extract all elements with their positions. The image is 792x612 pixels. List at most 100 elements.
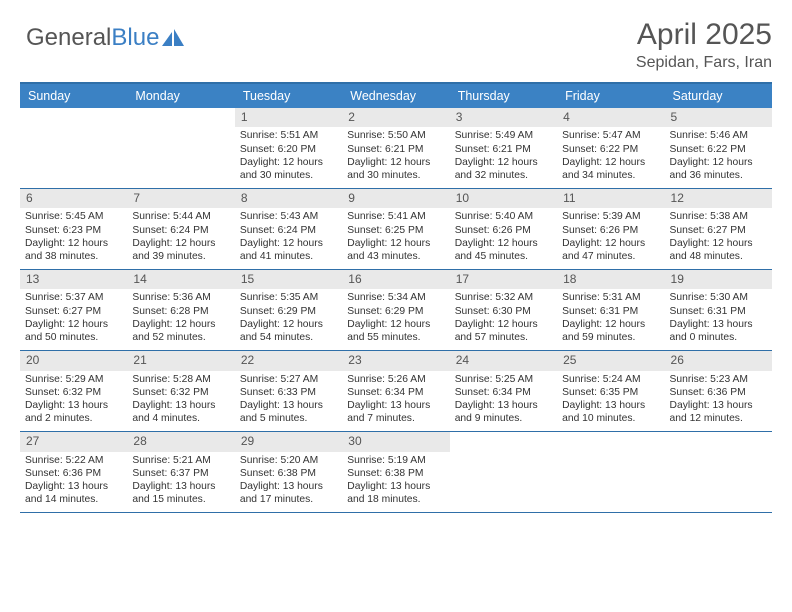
day-body: Sunrise: 5:40 AMSunset: 6:26 PMDaylight:… (450, 210, 557, 269)
day-number: 2 (342, 108, 449, 127)
sunset-line: Sunset: 6:22 PM (562, 143, 659, 156)
day-number: 14 (127, 270, 234, 289)
day-body: Sunrise: 5:21 AMSunset: 6:37 PMDaylight:… (127, 454, 234, 513)
sunset-line: Sunset: 6:34 PM (455, 386, 552, 399)
sunrise-line: Sunrise: 5:28 AM (132, 373, 229, 386)
sunset-line: Sunset: 6:36 PM (25, 467, 122, 480)
day-body: Sunrise: 5:25 AMSunset: 6:34 PMDaylight:… (450, 373, 557, 432)
day-cell: 7Sunrise: 5:44 AMSunset: 6:24 PMDaylight… (127, 189, 234, 269)
day-number: 19 (665, 270, 772, 289)
day-number: 21 (127, 351, 234, 370)
day-header: Sunday (20, 84, 127, 108)
sunrise-line: Sunrise: 5:39 AM (562, 210, 659, 223)
day-body: Sunrise: 5:31 AMSunset: 6:31 PMDaylight:… (557, 291, 664, 350)
daylight-line: Daylight: 12 hours and 55 minutes. (347, 318, 444, 344)
day-number: 26 (665, 351, 772, 370)
day-body: Sunrise: 5:22 AMSunset: 6:36 PMDaylight:… (20, 454, 127, 513)
day-cell: 3Sunrise: 5:49 AMSunset: 6:21 PMDaylight… (450, 108, 557, 188)
sunrise-line: Sunrise: 5:49 AM (455, 129, 552, 142)
daylight-line: Daylight: 13 hours and 9 minutes. (455, 399, 552, 425)
sunrise-line: Sunrise: 5:29 AM (25, 373, 122, 386)
day-cell: 11 Sunrise: 5:39 AMSunset: 6:26 PMDayligh… (557, 189, 664, 269)
sunset-line: Sunset: 6:28 PM (132, 305, 229, 318)
day-number: 16 (342, 270, 449, 289)
day-cell: 26Sunrise: 5:23 AMSunset: 6:36 PMDayligh… (665, 351, 772, 431)
sunrise-line: Sunrise: 5:35 AM (240, 291, 337, 304)
day-number: 25 (557, 351, 664, 370)
day-header: Wednesday (342, 84, 449, 108)
sunset-line: Sunset: 6:23 PM (25, 224, 122, 237)
day-cell (665, 432, 772, 512)
day-cell: 29Sunrise: 5:20 AMSunset: 6:38 PMDayligh… (235, 432, 342, 512)
day-body: Sunrise: 5:46 AMSunset: 6:22 PMDaylight:… (665, 129, 772, 188)
day-body: Sunrise: 5:47 AMSunset: 6:22 PMDaylight:… (557, 129, 664, 188)
logo-text-2: Blue (111, 24, 159, 52)
day-cell: 19Sunrise: 5:30 AMSunset: 6:31 PMDayligh… (665, 270, 772, 350)
week-row: 20Sunrise: 5:29 AMSunset: 6:32 PMDayligh… (20, 351, 772, 432)
day-body: Sunrise: 5:50 AMSunset: 6:21 PMDaylight:… (342, 129, 449, 188)
daylight-line: Daylight: 13 hours and 7 minutes. (347, 399, 444, 425)
day-body: Sunrise: 5:35 AMSunset: 6:29 PMDaylight:… (235, 291, 342, 350)
sunset-line: Sunset: 6:38 PM (240, 467, 337, 480)
day-cell: 27Sunrise: 5:22 AMSunset: 6:36 PMDayligh… (20, 432, 127, 512)
day-body: Sunrise: 5:19 AMSunset: 6:38 PMDaylight:… (342, 454, 449, 513)
daylight-line: Daylight: 13 hours and 2 minutes. (25, 399, 122, 425)
day-number: 22 (235, 351, 342, 370)
day-header: Saturday (665, 84, 772, 108)
sunset-line: Sunset: 6:33 PM (240, 386, 337, 399)
day-cell: 16Sunrise: 5:34 AMSunset: 6:29 PMDayligh… (342, 270, 449, 350)
day-body: Sunrise: 5:27 AMSunset: 6:33 PMDaylight:… (235, 373, 342, 432)
sunrise-line: Sunrise: 5:45 AM (25, 210, 122, 223)
day-number: 17 (450, 270, 557, 289)
daylight-line: Daylight: 12 hours and 30 minutes. (240, 156, 337, 182)
daylight-line: Daylight: 12 hours and 36 minutes. (670, 156, 767, 182)
logo-text-1: General (26, 24, 111, 52)
day-body: Sunrise: 5:28 AMSunset: 6:32 PMDaylight:… (127, 373, 234, 432)
sunrise-line: Sunrise: 5:25 AM (455, 373, 552, 386)
day-header-row: Sunday Monday Tuesday Wednesday Thursday… (20, 84, 772, 108)
day-header: Monday (127, 84, 234, 108)
sunrise-line: Sunrise: 5:50 AM (347, 129, 444, 142)
sunset-line: Sunset: 6:32 PM (132, 386, 229, 399)
day-number: 13 (20, 270, 127, 289)
week-row: 27Sunrise: 5:22 AMSunset: 6:36 PMDayligh… (20, 432, 772, 513)
day-number: 9 (342, 189, 449, 208)
sunset-line: Sunset: 6:35 PM (562, 386, 659, 399)
sunset-line: Sunset: 6:26 PM (455, 224, 552, 237)
daylight-line: Daylight: 12 hours and 57 minutes. (455, 318, 552, 344)
sunset-line: Sunset: 6:21 PM (455, 143, 552, 156)
day-number: 7 (127, 189, 234, 208)
sunset-line: Sunset: 6:31 PM (562, 305, 659, 318)
day-cell (557, 432, 664, 512)
sunrise-line: Sunrise: 5:44 AM (132, 210, 229, 223)
day-cell: 25Sunrise: 5:24 AMSunset: 6:35 PMDayligh… (557, 351, 664, 431)
day-number: 11 (557, 189, 664, 208)
sunrise-line: Sunrise: 5:31 AM (562, 291, 659, 304)
daylight-line: Daylight: 13 hours and 12 minutes. (670, 399, 767, 425)
sunset-line: Sunset: 6:29 PM (240, 305, 337, 318)
day-number: 10 (450, 189, 557, 208)
sunrise-line: Sunrise: 5:23 AM (670, 373, 767, 386)
day-number: 24 (450, 351, 557, 370)
daylight-line: Daylight: 12 hours and 59 minutes. (562, 318, 659, 344)
daylight-line: Daylight: 12 hours and 30 minutes. (347, 156, 444, 182)
daylight-line: Daylight: 12 hours and 38 minutes. (25, 237, 122, 263)
calendar: Sunday Monday Tuesday Wednesday Thursday… (20, 82, 772, 513)
daylight-line: Daylight: 13 hours and 10 minutes. (562, 399, 659, 425)
day-cell: 2 Sunrise: 5:50 AMSunset: 6:21 PMDaylight… (342, 108, 449, 188)
week-row: 13Sunrise: 5:37 AMSunset: 6:27 PMDayligh… (20, 270, 772, 351)
day-body: Sunrise: 5:41 AMSunset: 6:25 PMDaylight:… (342, 210, 449, 269)
sunrise-line: Sunrise: 5:38 AM (670, 210, 767, 223)
day-number: 12 (665, 189, 772, 208)
day-cell: 8Sunrise: 5:43 AMSunset: 6:24 PMDaylight… (235, 189, 342, 269)
day-cell: 1Sunrise: 5:51 AMSunset: 6:20 PMDaylight… (235, 108, 342, 188)
sunset-line: Sunset: 6:27 PM (670, 224, 767, 237)
sunset-line: Sunset: 6:22 PM (670, 143, 767, 156)
day-body: Sunrise: 5:39 AMSunset: 6:26 PMDaylight:… (557, 210, 664, 269)
day-number: 29 (235, 432, 342, 451)
day-cell: 30Sunrise: 5:19 AMSunset: 6:38 PMDayligh… (342, 432, 449, 512)
sunrise-line: Sunrise: 5:27 AM (240, 373, 337, 386)
day-number: 18 (557, 270, 664, 289)
day-number (557, 432, 664, 451)
sunset-line: Sunset: 6:34 PM (347, 386, 444, 399)
